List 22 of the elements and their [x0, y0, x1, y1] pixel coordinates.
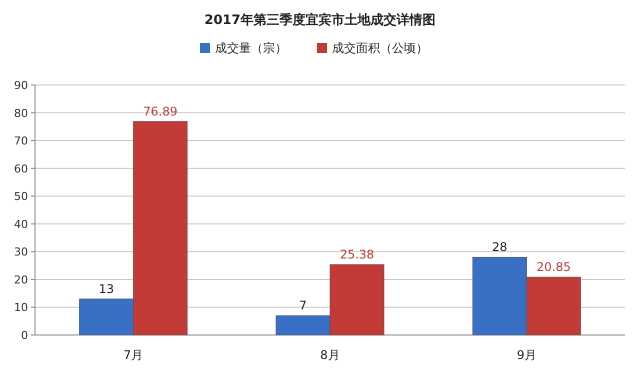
y-tick-label: 60 [14, 162, 28, 176]
y-tick-label: 10 [14, 301, 28, 314]
x-tick-label: 8月 [320, 348, 340, 362]
y-tick-label: 80 [14, 106, 28, 120]
data-label: 20.85 [536, 260, 571, 274]
data-label: 76.89 [143, 104, 178, 118]
data-label: 28 [492, 240, 508, 254]
y-tick-label: 40 [14, 218, 28, 231]
data-label: 13 [98, 282, 114, 296]
data-label: 25.38 [340, 248, 374, 262]
y-tick-label: 0 [21, 329, 28, 342]
y-tick-label: 90 [14, 79, 28, 92]
y-tick-label: 30 [14, 246, 28, 259]
data-label: 7 [299, 298, 307, 313]
chart-title: 2017年第三季度宜宾市土地成交详情图 [204, 12, 436, 28]
legend-label: 成交量（宗） [215, 41, 287, 55]
y-tick-label: 20 [14, 273, 28, 286]
x-tick-label: 9月 [516, 348, 536, 362]
legend-label: 成交面积（公顷） [332, 41, 428, 55]
y-tick-label: 70 [14, 134, 28, 148]
x-tick-label: 7月 [124, 348, 144, 362]
y-tick-label: 50 [14, 190, 28, 204]
